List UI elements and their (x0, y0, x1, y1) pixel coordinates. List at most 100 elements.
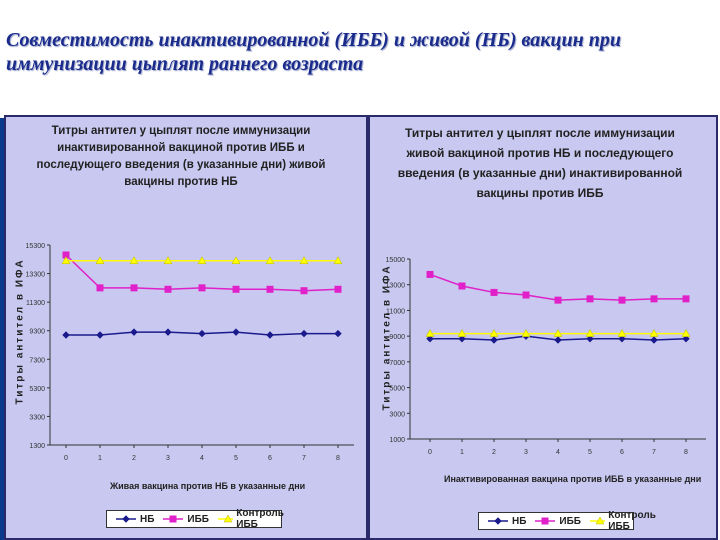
chart-right-point-control-ibb (553, 329, 563, 337)
chart-left-point-control-ibb (197, 256, 207, 264)
chart-left-point-control-ibb (163, 256, 173, 264)
chart-left-point-ibb (130, 284, 138, 292)
chart-left-legend-label: НБ (140, 513, 155, 525)
chart-left-x-tick-label: 0 (64, 455, 68, 462)
chart-left-point-nb (334, 329, 342, 338)
chart-right-point-ibb (650, 295, 658, 303)
chart-right-point-control-ibb (585, 329, 595, 337)
chart-right-point-control-ibb (617, 329, 627, 337)
chart-left-x-tick-label: 4 (200, 455, 204, 462)
chart-right-series-control-ibb (425, 329, 691, 337)
chart-panel-left: 1300 3300 5300 7300 9300 11300 13300 15300 0 1 2 3 4… (4, 115, 368, 540)
chart-right-point-ibb (586, 295, 594, 303)
chart-left-point-control-ibb (265, 256, 275, 264)
chart-right-x-tick-label: 0 (428, 449, 432, 456)
chart-right-y-tick-label: 5000 (389, 386, 405, 393)
chart-left-point-control-ibb (129, 256, 139, 264)
slide-title: Совместимость инактивированной (ИББ) и ж… (6, 29, 622, 75)
chart-right-legend-item-ibb: ИББ (534, 516, 581, 527)
chart-right-point-nb (554, 336, 562, 344)
chart-left-x-tick-label: 7 (302, 455, 306, 462)
chart-right-point-ibb (426, 270, 434, 278)
chart-left-y-tick-label: 9300 (29, 329, 45, 336)
chart-left-y-tick-label: 15300 (26, 243, 46, 250)
chart-right-series-ibb (426, 270, 690, 304)
chart-left-point-ibb (300, 287, 308, 295)
chart-right-xlabel: Инактивированная вакцина против ИББ в ук… (444, 474, 702, 484)
chart-right-point-control-ibb (521, 329, 531, 337)
chart-left-point-nb (130, 328, 138, 336)
chart-left-point-ibb (96, 284, 104, 292)
chart-left-point-nb (232, 328, 240, 336)
chart-right-legend-swatch (535, 517, 556, 525)
chart-left-series-ibb (62, 251, 342, 295)
chart-right-point-ibb (490, 288, 498, 296)
chart-right-title: Титры антител у цыплят после иммунизации… (397, 126, 683, 200)
chart-right-legend-item-nb: НБ (487, 516, 526, 527)
chart-right-point-control-ibb (489, 329, 499, 337)
chart-left-xlabel: Живая вакцина против НБ в указанные дни (110, 481, 306, 491)
chart-right-point-ibb (682, 295, 690, 303)
chart-right-y-tick-label: 3000 (389, 411, 405, 418)
chart-right-point-control-ibb (457, 329, 467, 337)
chart-right-x-tick-label: 8 (684, 449, 688, 456)
chart-left-legend-label: Контроль ИББ (236, 508, 284, 530)
chart-left-y-tick-label: 3300 (29, 414, 45, 421)
chart-right-legend-item-control-ibb: Контроль ИББ (589, 510, 662, 532)
chart-left-legend-item-ibb: ИББ (162, 514, 209, 525)
chart-right-point-control-ibb (681, 329, 691, 337)
chart-right-y-tick-label: 11000 (386, 308, 405, 315)
chart-left-y-tick-label: 13300 (26, 272, 46, 279)
chart-right-legend-swatch (589, 516, 606, 525)
chart-left-legend: НБ ИББ Контроль ИББ (106, 508, 284, 530)
chart-left-plot: 1300 3300 5300 7300 9300 11300 13300 15300 0 1 2 3 4… (26, 243, 354, 462)
chart-left-point-control-ibb (95, 256, 105, 264)
chart-right-point-control-ibb (649, 329, 659, 337)
chart-left-y-tick-label: 11300 (26, 300, 45, 307)
chart-left-legend-swatch (116, 515, 136, 523)
chart-left-point-nb (266, 331, 274, 339)
chart-left-x-tick-label: 6 (268, 455, 272, 462)
chart-right-point-nb (490, 336, 498, 344)
chart-right-ylabel: Титры антител в ИФА (381, 264, 393, 411)
chart-left-x-tick-label: 5 (234, 455, 238, 462)
chart-left-y-tick-label: 7300 (29, 357, 45, 364)
chart-left-x-tick-label: 8 (336, 455, 340, 462)
chart-left-x-tick-label: 3 (166, 455, 170, 462)
chart-left-x-tick-label: 2 (132, 455, 136, 462)
chart-left-point-nb (198, 329, 206, 338)
chart-left-legend-item-control-ibb: Контроль ИББ (217, 508, 290, 530)
chart-right-legend: НБ ИББ Контроль ИББ (478, 510, 656, 532)
chart-left-point-ibb (164, 285, 172, 293)
chart-left-point-nb (96, 331, 104, 339)
chart-right-legend-swatch (488, 517, 508, 525)
chart-right-y-tick-label: 7000 (389, 360, 405, 367)
chart-left-point-nb (62, 331, 70, 339)
chart-left-legend-swatch (217, 514, 234, 523)
chart-panel-right: 1000 3000 5000 7000 9000 11000 13000 15000 0 1 2 3 4… (368, 115, 718, 540)
chart-right-point-ibb (554, 296, 562, 304)
chart-right-point-ibb (618, 296, 626, 304)
chart-right-y-tick-label: 15000 (386, 257, 406, 264)
chart-right-point-nb (682, 335, 690, 343)
chart-right-x-tick-label: 4 (556, 449, 560, 456)
chart-right-point-nb (426, 335, 434, 343)
chart-right-plot: 1000 3000 5000 7000 9000 11000 13000 15000 0 1 2 3 4… (386, 257, 706, 456)
chart-right-x-tick-label: 5 (588, 449, 592, 456)
chart-left-ylabel: Титры антител в ИФА (14, 258, 26, 405)
chart-right-point-nb (650, 336, 658, 344)
chart-left-legend-swatch (163, 515, 184, 523)
chart-left-series-nb (62, 328, 342, 339)
chart-left-point-control-ibb (61, 256, 71, 264)
chart-right-y-tick-label: 13000 (386, 283, 406, 290)
chart-right-y-tick-label: 9000 (389, 334, 405, 341)
chart-right-y-tick-label: 1000 (389, 437, 405, 444)
chart-right-legend-label: НБ (512, 515, 527, 527)
chart-right-series-line-ibb (429, 273, 686, 301)
chart-right-point-ibb (458, 282, 466, 290)
chart-right-legend-label: Контроль ИББ (608, 510, 656, 532)
chart-left-legend-item-nb: НБ (115, 514, 154, 525)
chart-right-x-tick-label: 3 (524, 449, 528, 456)
chart-right-point-ibb (522, 291, 530, 299)
chart-left-y-tick-label: 1300 (29, 443, 45, 450)
